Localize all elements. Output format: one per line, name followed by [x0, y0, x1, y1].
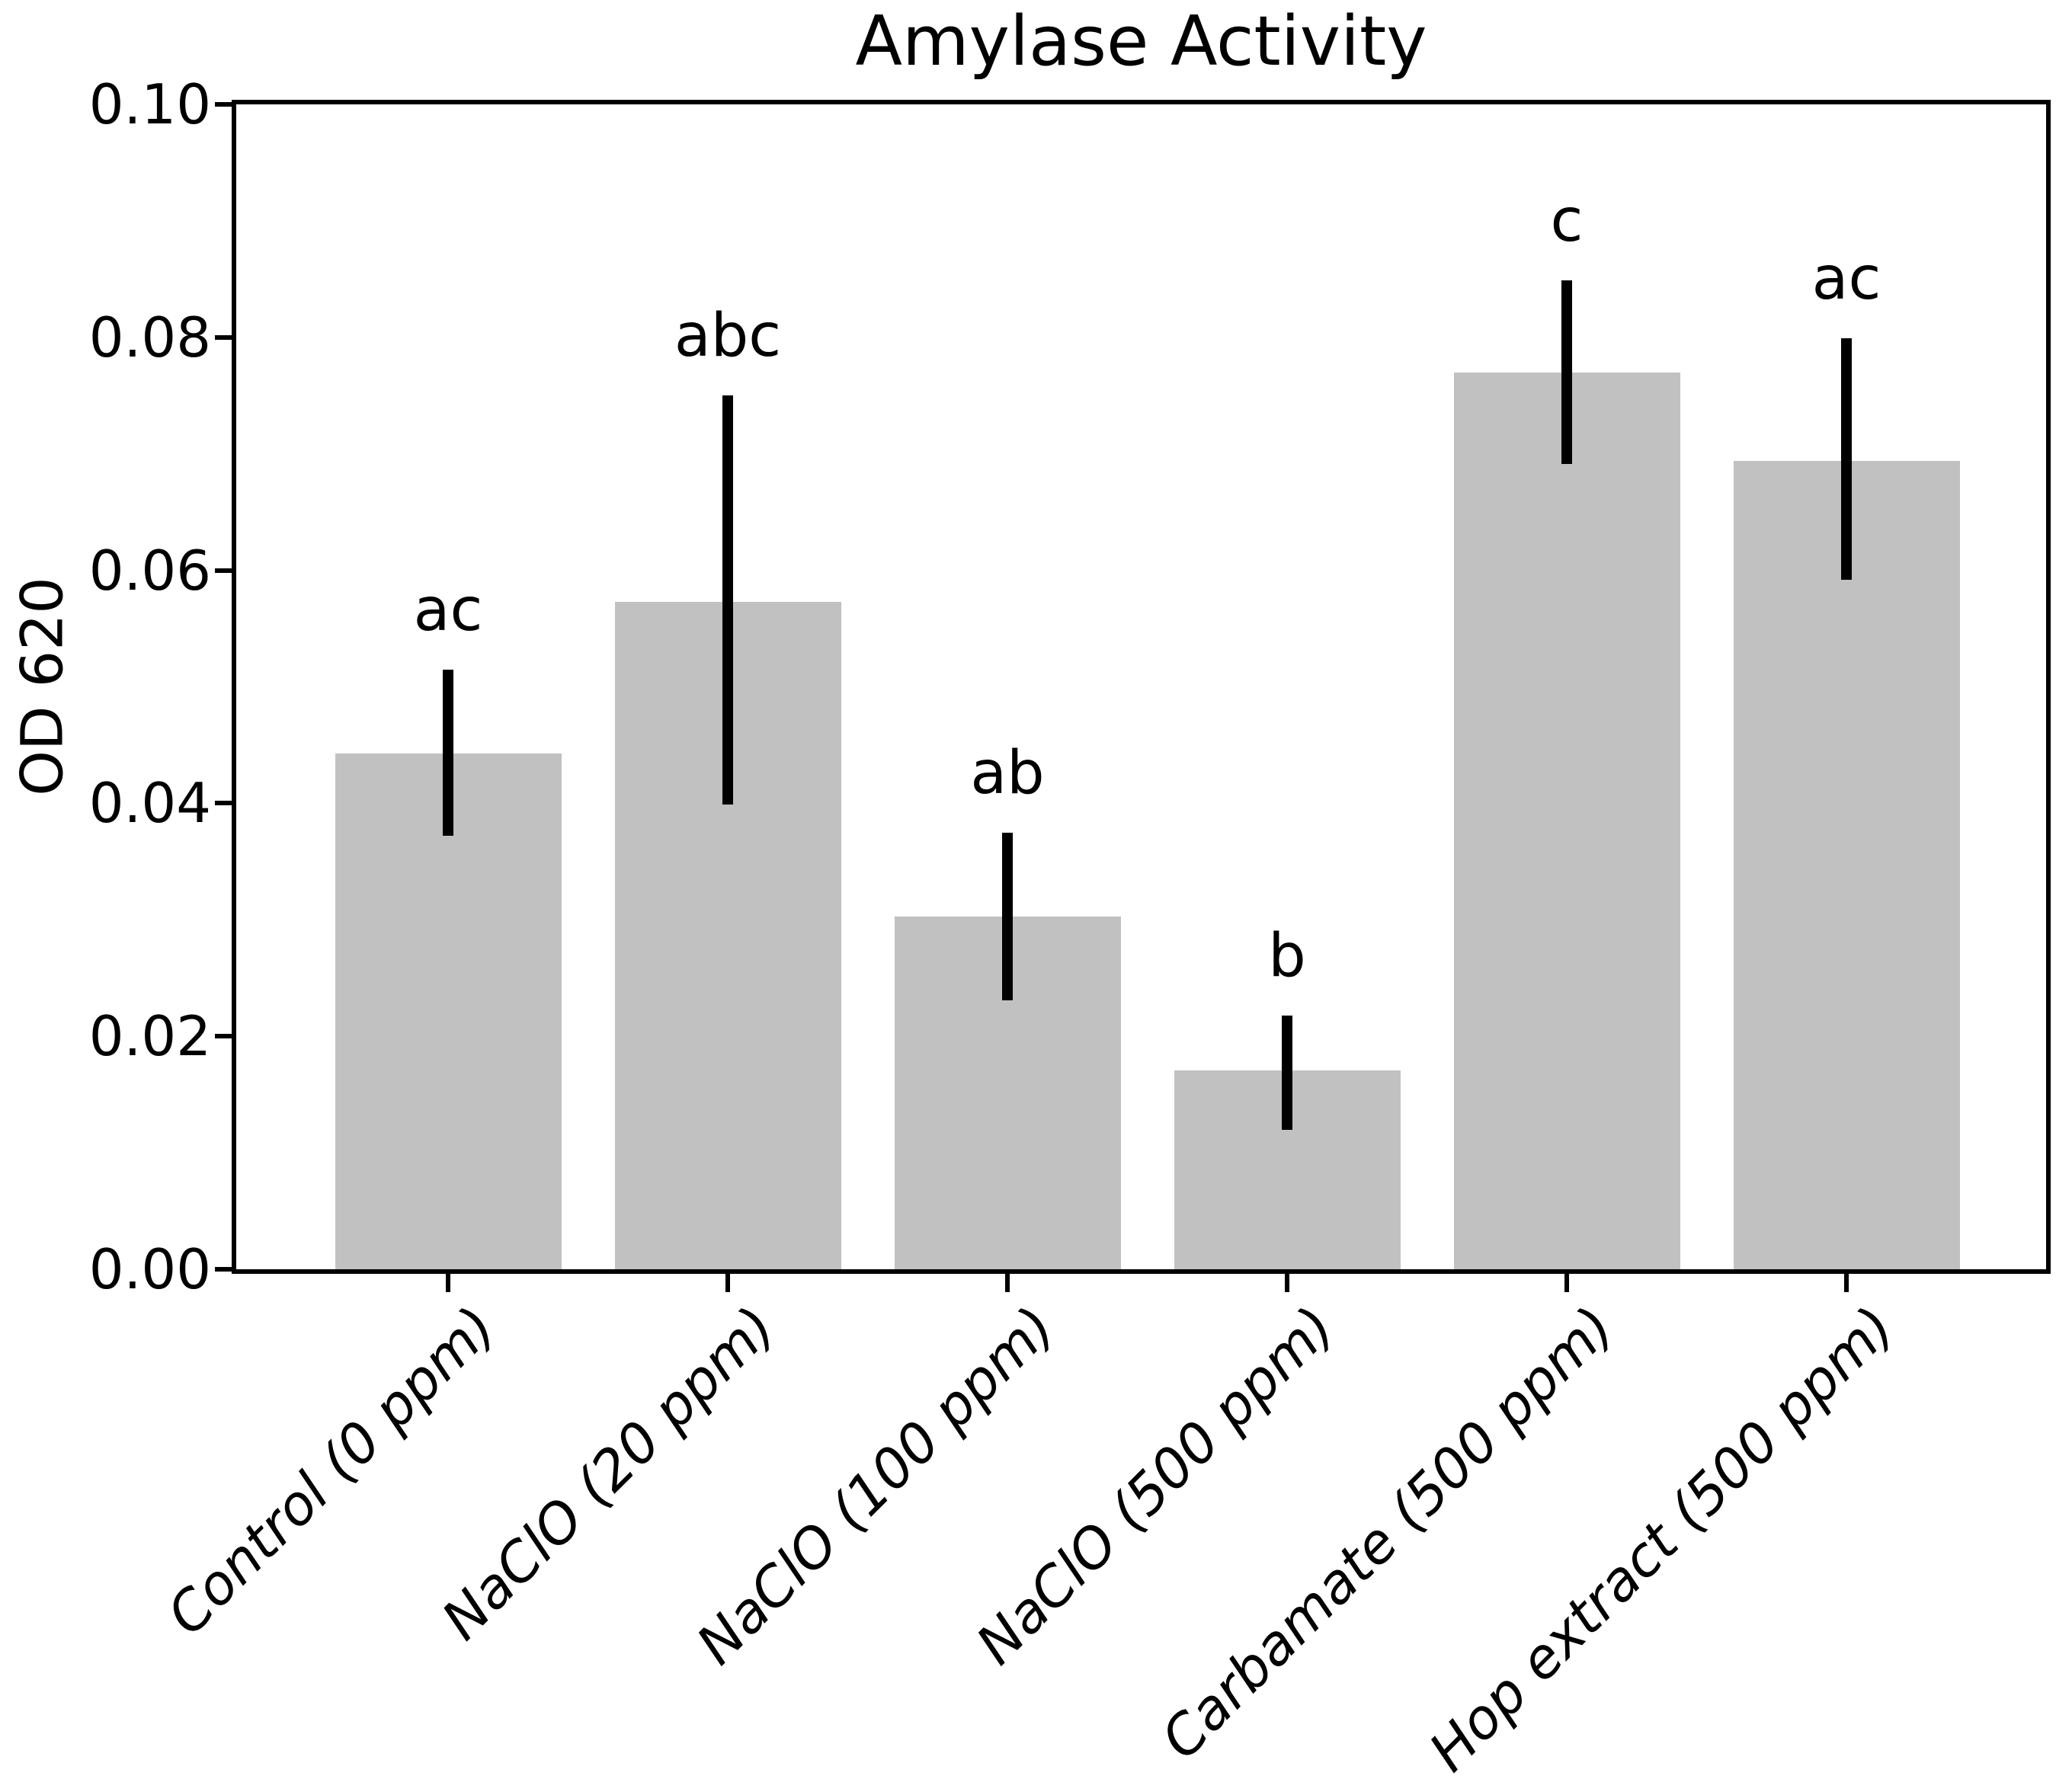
y-tick	[215, 801, 236, 806]
error-bar	[1841, 338, 1852, 580]
plot-frame	[232, 100, 2051, 1274]
y-tick-label: 0.04	[88, 771, 211, 836]
x-tick	[446, 1274, 450, 1292]
y-tick-label: 0.08	[88, 305, 211, 370]
significance-label: ab	[970, 738, 1045, 808]
bar	[1453, 372, 1680, 1269]
error-bar	[1002, 832, 1013, 1000]
error-bar	[1561, 280, 1572, 465]
significance-label: abc	[674, 302, 782, 371]
x-tick-label: Hop extract (500 ppm)	[1416, 1294, 1907, 1782]
y-tick	[215, 568, 236, 573]
y-tick-label: 0.00	[88, 1237, 211, 1301]
error-bar	[722, 395, 733, 805]
x-tick	[1005, 1274, 1010, 1292]
bar	[335, 753, 562, 1269]
y-axis-label: OD 620	[8, 577, 76, 796]
x-tick	[1564, 1274, 1569, 1292]
significance-label: ac	[1811, 245, 1881, 314]
error-bar	[1282, 1015, 1292, 1130]
bar	[1733, 460, 1960, 1269]
error-bar	[443, 669, 453, 837]
y-tick-label: 0.06	[88, 538, 211, 603]
y-tick-label: 0.02	[88, 1004, 211, 1069]
y-tick	[215, 334, 236, 340]
x-tick	[1285, 1274, 1289, 1292]
y-tick-label: 0.10	[88, 72, 211, 136]
significance-label: ac	[413, 575, 483, 645]
chart-title: Amylase Activity	[855, 2, 1427, 82]
significance-label: c	[1550, 186, 1584, 255]
y-tick	[215, 102, 236, 107]
y-tick	[215, 1034, 236, 1039]
x-tick	[725, 1274, 730, 1292]
x-tick	[1844, 1274, 1849, 1292]
y-tick	[215, 1267, 236, 1272]
x-tick-label: Carbamate (500 ppm)	[1148, 1294, 1627, 1771]
significance-label: b	[1268, 921, 1306, 990]
